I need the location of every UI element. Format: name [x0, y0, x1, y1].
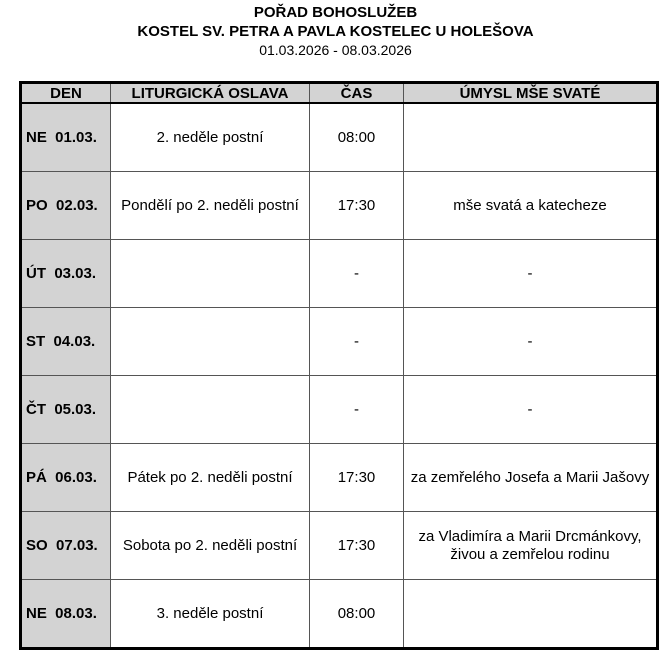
date-range: 01.03.2026 - 08.03.2026	[259, 42, 412, 58]
intention-cell: -	[403, 239, 658, 308]
day-cell: ST 04.03.	[20, 307, 111, 376]
title: POŘAD BOHOSLUŽEB	[253, 4, 418, 21]
col-cas: ČAS	[309, 82, 404, 104]
intention-cell: -	[403, 307, 658, 376]
schedule-table: DEN LITURGICKÁ OSLAVA ČAS ÚMYSL MŠE SVAT…	[19, 81, 659, 650]
time-cell: 17:30	[309, 171, 404, 240]
celebration-cell: Sobota po 2. neděli postní	[110, 511, 310, 580]
intention-cell: -	[403, 375, 658, 444]
day-cell: NE 01.03.	[20, 102, 111, 172]
church-name: KOSTEL SV. PETRA A PAVLA KOSTELEC U HOLE…	[137, 23, 534, 40]
table-row: NE 08.03. 3. neděle postní 08:00	[20, 579, 658, 649]
day-cell: PO 02.03.	[20, 171, 111, 240]
celebration-cell	[110, 375, 310, 444]
header-row: DEN LITURGICKÁ OSLAVA ČAS ÚMYSL MŠE SVAT…	[20, 82, 658, 104]
time-cell: 17:30	[309, 443, 404, 512]
intention-cell: mše svatá a katecheze	[403, 171, 658, 240]
celebration-cell: Pondělí po 2. neděli postní	[110, 171, 310, 240]
intention-cell: za Vladimíra a Marii Drcmánkovy, živou a…	[403, 511, 658, 580]
intention-cell	[403, 579, 658, 649]
celebration-cell: Pátek po 2. neděli postní	[110, 443, 310, 512]
day-cell: PÁ 06.03.	[20, 443, 111, 512]
day-cell: ÚT 03.03.	[20, 239, 111, 308]
table-row: PÁ 06.03. Pátek po 2. neděli postní 17:30 z…	[20, 443, 658, 512]
time-cell: 08:00	[309, 102, 404, 172]
time-cell: 08:00	[309, 579, 404, 649]
day-cell: SO 07.03.	[20, 511, 111, 580]
celebration-cell: 3. neděle postní	[110, 579, 310, 649]
intention-cell	[403, 102, 658, 172]
col-den: DEN	[20, 82, 111, 104]
time-cell: -	[309, 375, 404, 444]
table-row: ST 04.03. - -	[20, 307, 658, 376]
time-cell: -	[309, 239, 404, 308]
table-row: PO 02.03. Pondělí po 2. neděli postní 17:3…	[20, 171, 658, 240]
col-umysl: ÚMYSL MŠE SVATÉ	[403, 82, 658, 104]
celebration-cell	[110, 239, 310, 308]
time-cell: 17:30	[309, 511, 404, 580]
celebration-cell	[110, 307, 310, 376]
day-cell: NE 08.03.	[20, 579, 111, 649]
time-cell: -	[309, 307, 404, 376]
col-oslava: LITURGICKÁ OSLAVA	[110, 82, 310, 104]
table-row: SO 07.03. Sobota po 2. neděli postní 17:30…	[20, 511, 658, 580]
celebration-cell: 2. neděle postní	[110, 102, 310, 172]
table-row: NE 01.03. 2. neděle postní 08:00	[20, 102, 658, 172]
table-row: ČT 05.03. - -	[20, 375, 658, 444]
day-cell: ČT 05.03.	[20, 375, 111, 444]
table-row: ÚT 03.03. - -	[20, 239, 658, 308]
intention-cell: za zemřelého Josefa a Marii Jašovy	[403, 443, 658, 512]
